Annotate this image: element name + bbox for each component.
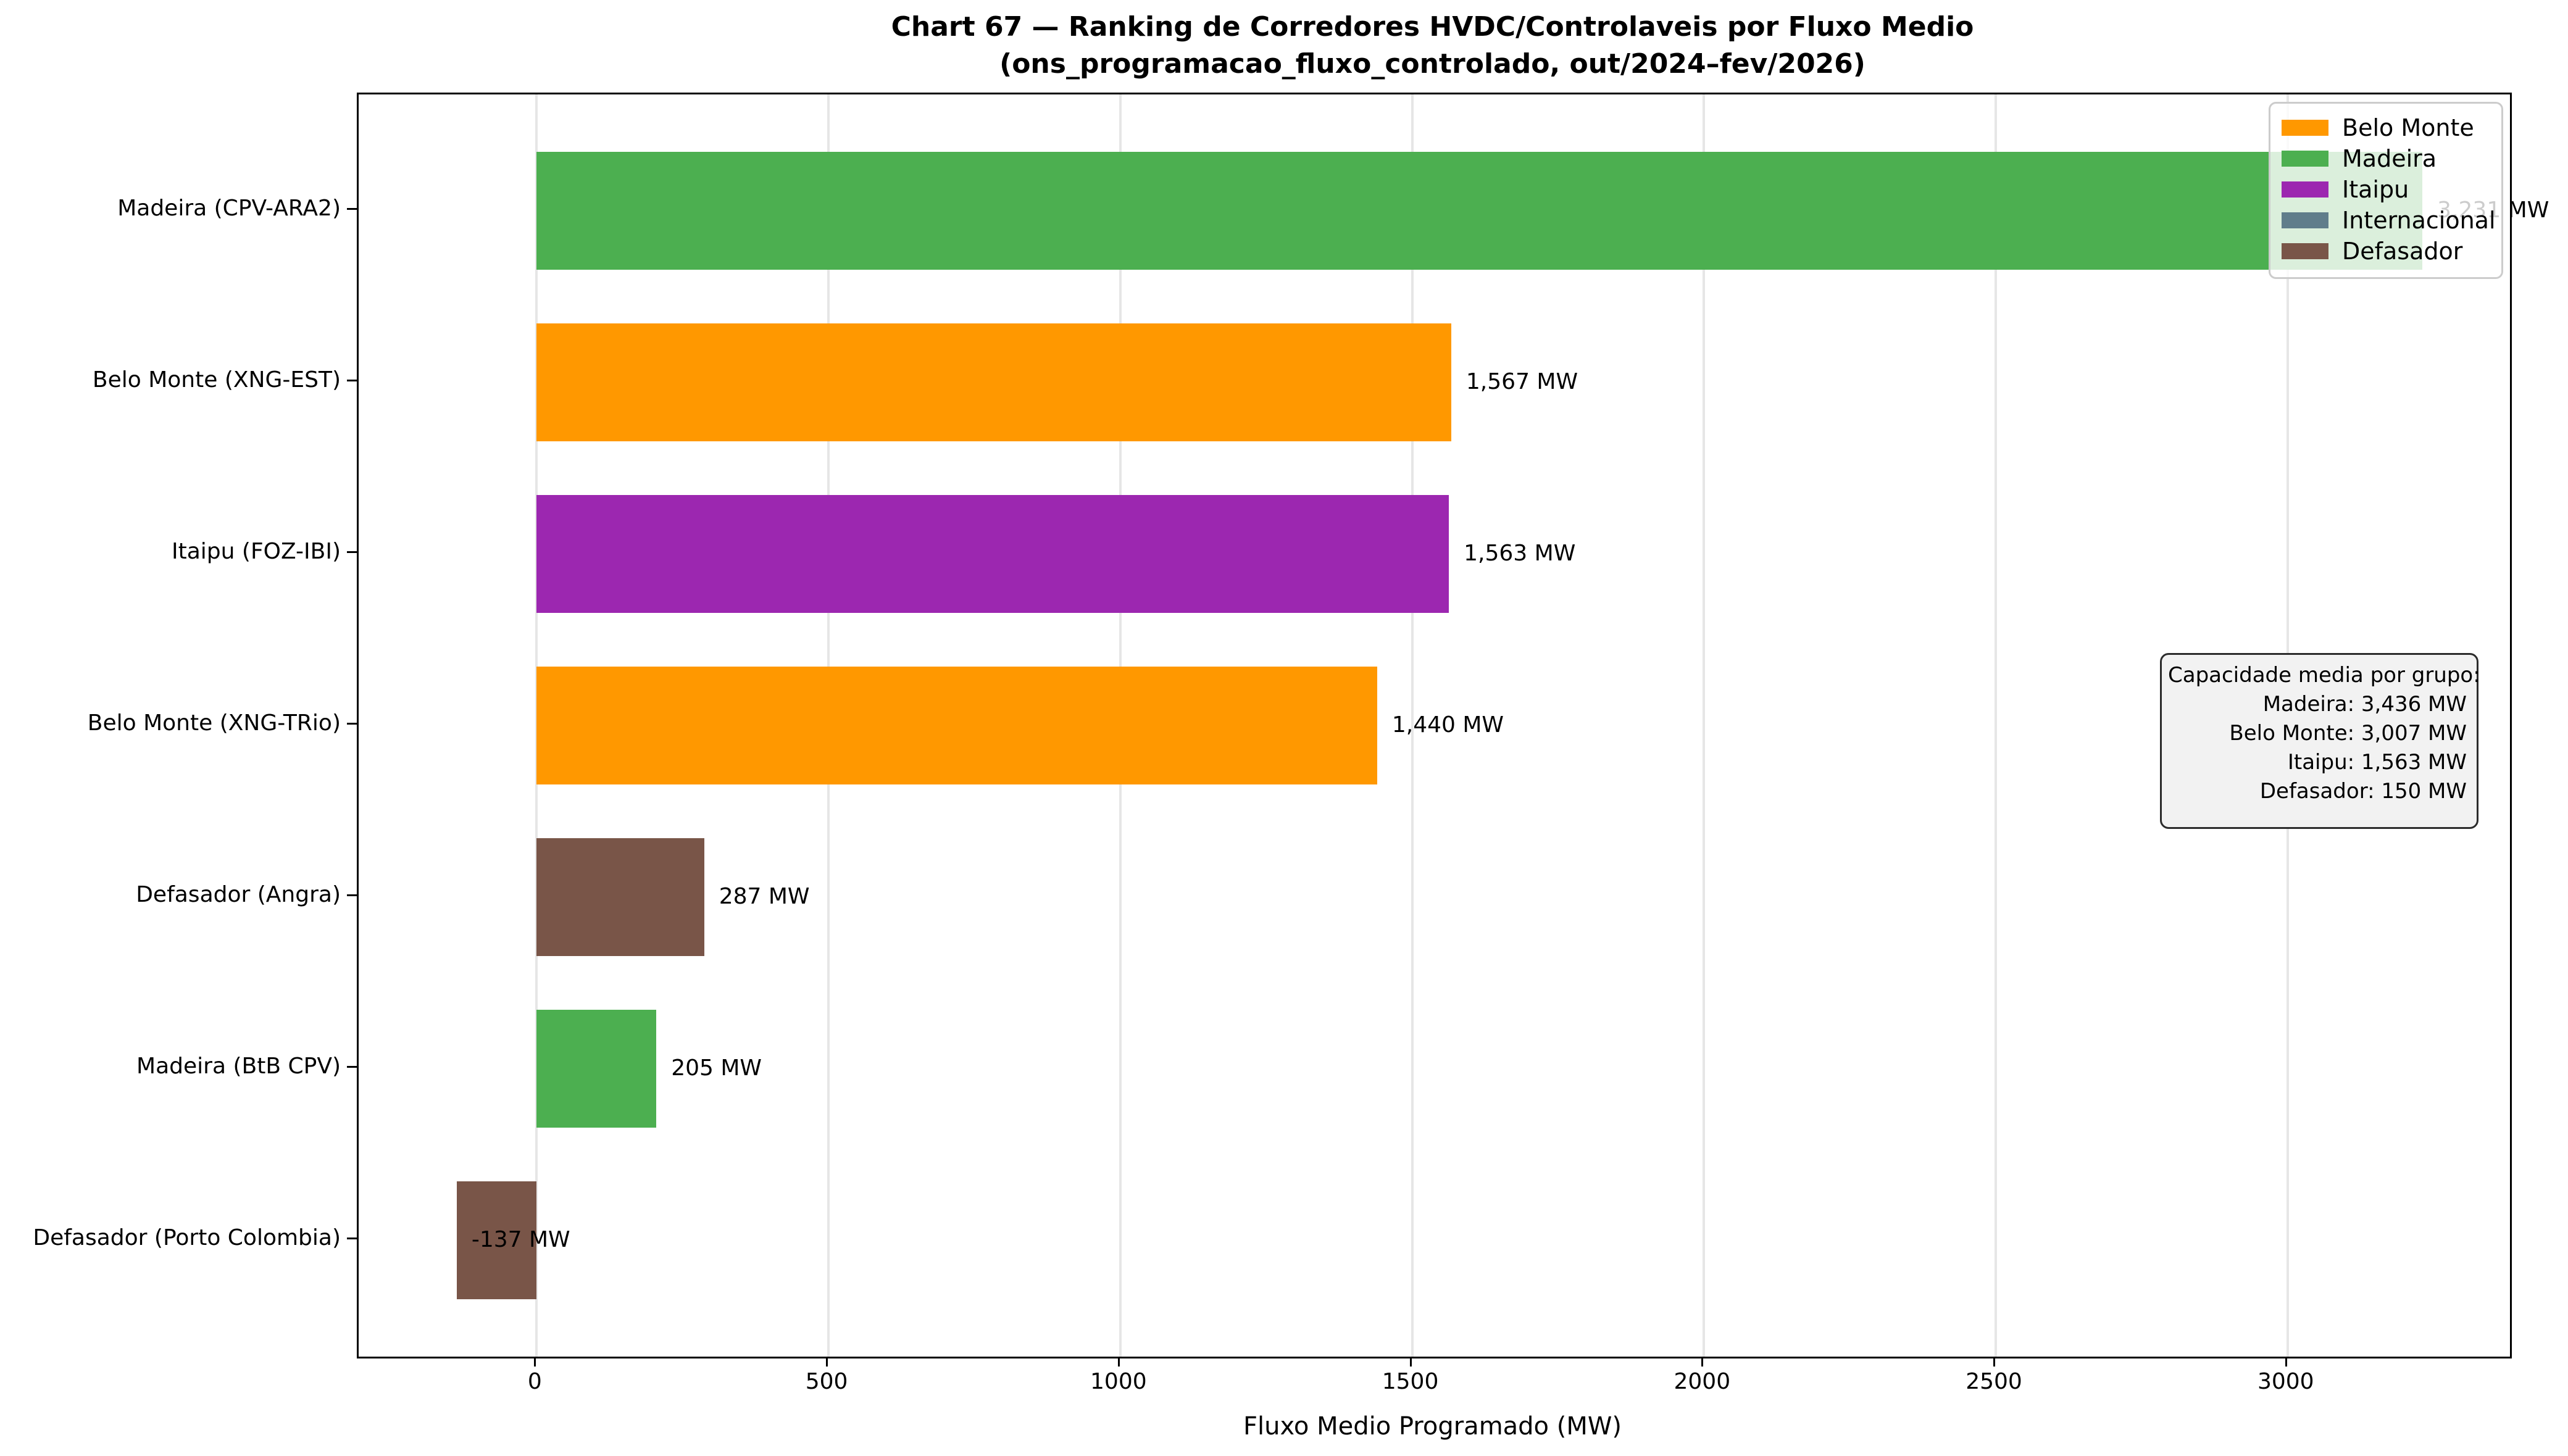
legend-item-Defasador: Defasador	[2282, 236, 2501, 267]
legend-label: Defasador	[2342, 238, 2463, 265]
annotation-box: Capacidade media por grupo: Madeira: 3,43…	[2160, 653, 2480, 829]
annotation-line: Capacidade media por grupo:	[2168, 663, 2480, 688]
y-tick-mark	[347, 894, 357, 896]
x-tick-mark	[1409, 1357, 1412, 1367]
bar-value-label: 1,440 MW	[1391, 712, 1504, 738]
y-tick-label: Madeira (CPV-ARA2)	[117, 196, 341, 221]
x-tick-mark	[2285, 1357, 2287, 1367]
annotation-line: Belo Monte: 3,007 MW	[2229, 721, 2467, 746]
legend-item-Internacional: Internacional	[2282, 205, 2501, 236]
bar-Defasador (Porto Colombia)	[456, 1181, 537, 1299]
y-tick-mark	[347, 380, 357, 381]
gridline	[1995, 94, 1998, 1357]
y-tick-label: Belo Monte (XNG-TRio)	[87, 710, 341, 736]
legend-item-Belo Monte: Belo Monte	[2282, 112, 2501, 143]
x-tick-mark	[534, 1357, 536, 1367]
bar-Madeira (BtB CPV)	[536, 1009, 657, 1128]
legend-label: Madeira	[2342, 145, 2437, 172]
legend-swatch-icon	[2282, 243, 2328, 259]
x-tick-label: 2500	[1966, 1369, 2022, 1394]
x-tick-label: 500	[805, 1369, 848, 1394]
y-tick-mark	[347, 208, 357, 210]
annotation-line: Madeira: 3,436 MW	[2262, 692, 2467, 717]
chart-subtitle: (ons_programacao_fluxo_controlado, out/2…	[999, 48, 1866, 80]
x-tick-label: 0	[527, 1369, 542, 1394]
legend-label: Internacional	[2342, 207, 2496, 234]
x-tick-mark	[1993, 1357, 1996, 1367]
chart-title: Chart 67 — Ranking de Corredores HVDC/Co…	[891, 11, 1974, 43]
x-tick-label: 2000	[1674, 1369, 1731, 1394]
bar-Madeira (CPV-ARA2)	[536, 151, 2423, 270]
bar-value-label: -137 MW	[471, 1227, 570, 1252]
y-tick-label: Belo Monte (XNG-EST)	[92, 367, 341, 393]
bar-Itaipu (FOZ-IBI)	[536, 494, 1449, 613]
bar-Belo Monte (XNG-TRio)	[536, 666, 1377, 784]
x-tick-mark	[1701, 1357, 1704, 1367]
legend-swatch-icon	[2282, 212, 2328, 228]
x-tick-label: 1000	[1090, 1369, 1147, 1394]
legend-item-Itaipu: Itaipu	[2282, 174, 2501, 205]
legend: Belo Monte Madeira Itaipu Internacional Defa…	[2269, 102, 2503, 279]
annotation-line: Defasador: 150 MW	[2259, 779, 2467, 804]
x-tick-label: 1500	[1382, 1369, 1439, 1394]
y-tick-mark	[347, 1238, 357, 1239]
bar-Belo Monte (XNG-EST)	[536, 323, 1451, 441]
chart-title-block: Chart 67 — Ranking de Corredores HVDC/Co…	[357, 9, 2508, 83]
x-tick-label: 3000	[2257, 1369, 2314, 1394]
legend-swatch-icon	[2282, 120, 2328, 136]
legend-item-Madeira: Madeira	[2282, 143, 2501, 174]
bar-value-label: 1,567 MW	[1465, 369, 1578, 394]
bar-value-label: 205 MW	[671, 1055, 762, 1081]
gridline	[1411, 94, 1414, 1357]
legend-swatch-icon	[2282, 181, 2328, 198]
annotation-line: Itaipu: 1,563 MW	[2287, 750, 2467, 775]
y-tick-label: Itaipu (FOZ-IBI)	[172, 539, 341, 564]
legend-swatch-icon	[2282, 151, 2328, 167]
x-tick-mark	[826, 1357, 828, 1367]
y-tick-mark	[347, 723, 357, 725]
y-tick-label: Madeira (BtB CPV)	[136, 1054, 341, 1079]
gridline	[1703, 94, 1706, 1357]
legend-label: Itaipu	[2342, 176, 2409, 203]
legend-label: Belo Monte	[2342, 114, 2474, 141]
x-axis-title: Fluxo Medio Programado (MW)	[1243, 1412, 1622, 1441]
y-tick-label: Defasador (Angra)	[136, 882, 341, 907]
bar-value-label: 287 MW	[719, 884, 810, 909]
y-tick-label: Defasador (Porto Colombia)	[33, 1225, 341, 1250]
y-tick-mark	[347, 551, 357, 553]
bar-Defasador (Angra)	[536, 838, 704, 956]
bar-value-label: 1,563 MW	[1464, 541, 1576, 566]
x-tick-mark	[1117, 1357, 1120, 1367]
y-tick-mark	[347, 1066, 357, 1068]
